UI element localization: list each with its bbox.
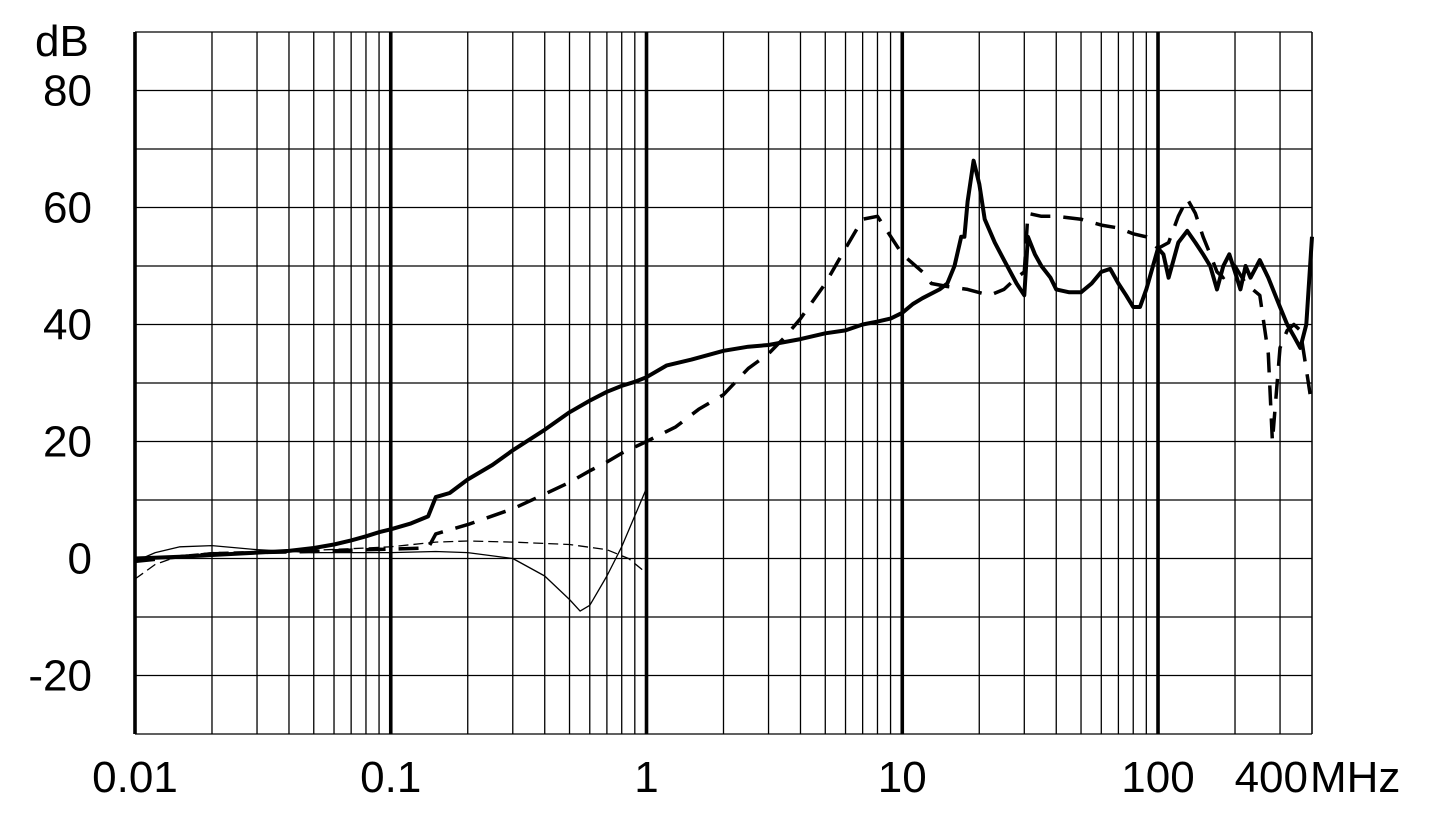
series-line-solid-thick xyxy=(134,158,1314,561)
x-tick-label: 1 xyxy=(634,753,658,802)
x-tick-label: 10 xyxy=(878,753,927,802)
x-unit-label: MHz xyxy=(1310,753,1400,802)
y-tick-label: 40 xyxy=(43,301,92,350)
series-group xyxy=(134,158,1314,612)
y-tick-label: -20 xyxy=(28,652,92,701)
axis-labels: dB MHz 80 60 40 20 0 -20 0.01 0.1 1 10 100 400 xyxy=(28,17,1400,802)
y-unit-label: dB xyxy=(35,17,89,66)
series-line-solid-thin xyxy=(134,488,648,612)
y-tick-label: 60 xyxy=(43,184,92,233)
x-tick-label: 400 xyxy=(1235,753,1308,802)
x-tick-label: 0.1 xyxy=(360,753,421,802)
y-tick-label: 80 xyxy=(43,67,92,116)
y-tick-label: 20 xyxy=(43,418,92,467)
series-line-dashed-thick xyxy=(134,196,1314,564)
y-tick-label: 0 xyxy=(68,535,92,584)
series-line-dashed-thin xyxy=(134,540,647,580)
grid xyxy=(133,31,1313,735)
x-tick-label: 100 xyxy=(1121,753,1194,802)
x-tick-label: 0.01 xyxy=(92,753,178,802)
